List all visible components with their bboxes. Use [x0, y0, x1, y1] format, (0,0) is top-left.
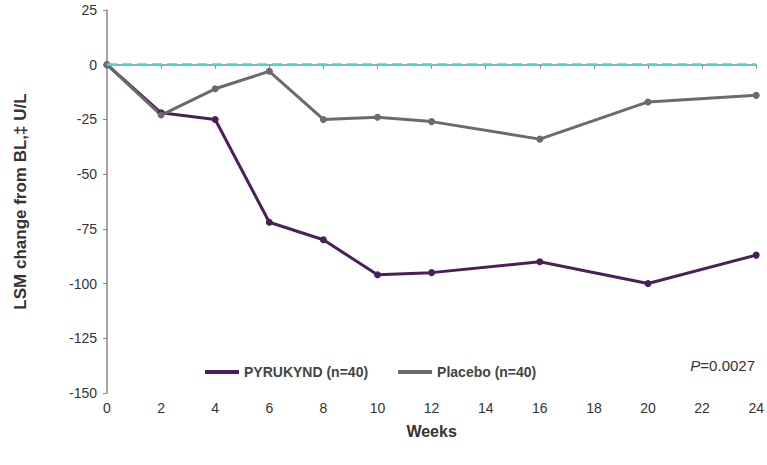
svg-text:=0.0027: =0.0027: [700, 357, 755, 374]
svg-text:LSM change from BL,‡ U/L: LSM change from BL,‡ U/L: [11, 93, 30, 309]
svg-text:0: 0: [103, 400, 111, 416]
svg-text:-25: -25: [77, 111, 97, 127]
svg-text:-150: -150: [69, 385, 97, 401]
svg-text:6: 6: [265, 400, 273, 416]
svg-text:10: 10: [370, 400, 386, 416]
svg-text:8: 8: [320, 400, 328, 416]
svg-text:22: 22: [694, 400, 710, 416]
svg-text:2: 2: [157, 400, 165, 416]
svg-text:16: 16: [532, 400, 548, 416]
svg-text:Weeks: Weeks: [406, 423, 457, 440]
svg-text:0: 0: [89, 57, 97, 73]
svg-text:18: 18: [586, 400, 602, 416]
svg-text:4: 4: [211, 400, 219, 416]
svg-text:20: 20: [640, 400, 656, 416]
svg-text:PYRUKYND (n=40): PYRUKYND (n=40): [244, 364, 368, 380]
svg-text:-125: -125: [69, 330, 97, 346]
svg-text:-75: -75: [77, 221, 97, 237]
svg-text:24: 24: [748, 400, 764, 416]
svg-text:25: 25: [81, 2, 97, 18]
svg-text:14: 14: [478, 400, 494, 416]
svg-text:-50: -50: [77, 166, 97, 182]
svg-text:12: 12: [424, 400, 440, 416]
svg-text:P: P: [690, 357, 700, 374]
svg-text:Placebo (n=40): Placebo (n=40): [437, 364, 536, 380]
svg-text:-100: -100: [69, 276, 97, 292]
